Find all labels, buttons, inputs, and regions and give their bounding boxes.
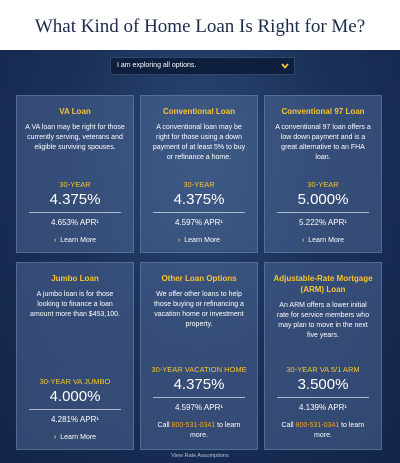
rate-assumptions-link[interactable]: View Rate Assumptions [171, 453, 229, 459]
card-title: Conventional Loan [163, 107, 235, 116]
divider [277, 212, 369, 213]
divider [153, 212, 245, 213]
card-title: VA Loan [59, 107, 91, 116]
loan-card: Conventional 97 Loan A conventional 97 lo… [264, 95, 382, 253]
card-title: Conventional 97 Loan [281, 107, 365, 116]
rate-value: 4.375% [49, 191, 101, 208]
card-title: Other Loan Options [161, 274, 237, 283]
rate-block: 30-YEAR 4.375% 4.597% APR¹ Learn More [149, 180, 249, 244]
rate-value: 4.375% [173, 376, 225, 393]
loan-card: Other Loan Options We offer other loans t… [140, 262, 258, 450]
card-title: Jumbo Loan [51, 274, 99, 283]
call-suffix: to learn more. [314, 422, 365, 439]
apr-value: 4.597% APR¹ [174, 218, 224, 227]
divider [277, 397, 369, 398]
dropdown-label: I am exploring all options. [117, 62, 197, 69]
phone-link[interactable]: 800-531-0341 [171, 422, 216, 429]
card-description: A VA loan may be right for those current… [25, 124, 125, 151]
learn-more-link[interactable]: Learn More [302, 237, 344, 244]
phone-link[interactable]: 800-531-0341 [295, 422, 340, 429]
rate-term: 30-YEAR [307, 180, 339, 189]
loan-dropdown[interactable]: I am exploring all options. [110, 57, 295, 75]
call-prefix: Call [157, 422, 170, 429]
rate-value: 4.000% [49, 388, 101, 405]
call-prefix: Call [281, 422, 294, 429]
rate-block: 30-YEAR VA JUMBO 4.000% 4.281% APR¹ Learn M… [25, 377, 125, 441]
rate-value: 5.000% [297, 191, 349, 208]
call-suffix: to learn more. [190, 422, 241, 439]
apr-value: 5.222% APR¹ [298, 218, 348, 227]
apr-value: 4.281% APR¹ [50, 415, 100, 424]
hero-background [0, 50, 400, 463]
learn-more-link[interactable]: Learn More [178, 237, 220, 244]
divider [29, 409, 121, 410]
card-description: A jumbo loan is for those looking to fin… [30, 291, 120, 318]
rate-term: 30-YEAR VA 5/1 ARM [286, 365, 360, 374]
rate-value: 4.375% [173, 191, 225, 208]
loan-card: Jumbo Loan A jumbo loan is for those look… [16, 262, 134, 450]
card-description: We offer other loans to help those buyin… [154, 291, 244, 328]
chevron-icon [281, 63, 289, 69]
loan-card: VA Loan A VA loan may be right for those … [16, 95, 134, 253]
card-description: A conventional loan may be right for tho… [152, 124, 246, 161]
loan-cards: VA Loan A VA loan may be right for those … [16, 95, 382, 450]
card-title: Adjustable-Rate Mortgage (ARM) Loan [273, 274, 373, 294]
rate-block: 30-YEAR VA 5/1 ARM 3.500% 4.139% APR¹ Call … [273, 365, 373, 441]
loan-card: Conventional Loan A conventional loan may… [140, 95, 258, 253]
learn-more-link[interactable]: Learn More [54, 237, 96, 244]
card-description: An ARM offers a lower initial rate for s… [276, 302, 370, 339]
rate-block: 30-YEAR 4.375% 4.653% APR¹ Learn More [25, 180, 125, 244]
rate-term: 30-YEAR [183, 180, 215, 189]
apr-value: 4.139% APR¹ [298, 403, 348, 412]
card-description: A conventional 97 loan offers a low down… [275, 124, 371, 161]
call-text: Call 800-531-0341 to learn more. [149, 421, 249, 441]
rate-value: 3.500% [297, 376, 349, 393]
page-title: What Kind of Home Loan Is Right for Me? [34, 16, 366, 37]
rate-block: 30-YEAR 5.000% 5.222% APR¹ Learn More [273, 180, 373, 244]
rate-term: 30-YEAR VACATION HOME [151, 365, 247, 374]
call-text: Call 800-531-0341 to learn more. [273, 421, 373, 441]
rate-term: 30-YEAR VA JUMBO [39, 377, 111, 386]
divider [153, 397, 245, 398]
apr-value: 4.653% APR¹ [50, 218, 100, 227]
divider [29, 212, 121, 213]
rate-block: 30-YEAR VACATION HOME 4.375% 4.597% APR¹ Ca… [149, 365, 249, 441]
apr-value: 4.597% APR¹ [174, 403, 224, 412]
rate-term: 30-YEAR [59, 180, 91, 189]
learn-more-link[interactable]: Learn More [54, 434, 96, 441]
loan-card: Adjustable-Rate Mortgage (ARM) Loan An AR… [264, 262, 382, 450]
